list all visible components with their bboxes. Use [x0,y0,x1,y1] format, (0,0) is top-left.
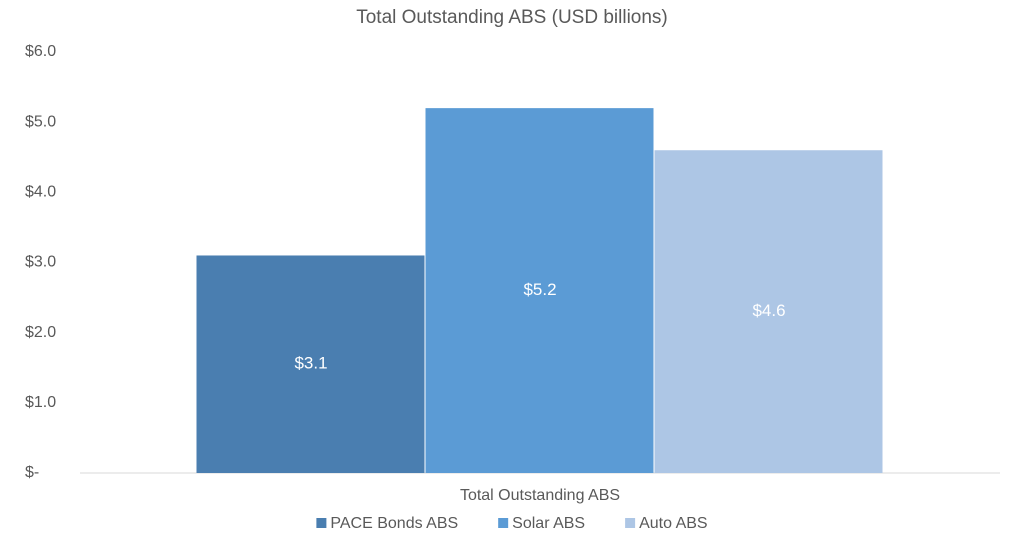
legend-label: Auto ABS [639,515,708,532]
y-tick-label: $6.0 [25,43,56,60]
legend-swatch [625,518,636,528]
value-label: $5.2 [523,280,556,299]
y-tick-label: $3.0 [25,254,56,271]
y-tick-label: $- [25,464,39,481]
y-tick-label: $1.0 [25,394,56,411]
bar [654,150,883,473]
y-tick-label: $4.0 [25,184,56,201]
x-tick-label: Total Outstanding ABS [460,487,620,504]
legend-label: PACE Bonds ABS [330,515,458,532]
value-label: $3.1 [294,354,327,373]
bar [196,255,425,473]
legend-swatch [498,518,509,528]
bar [425,108,654,473]
y-tick-label: $5.0 [25,113,56,130]
chart-title: Total Outstanding ABS (USD billions) [356,7,668,28]
y-tick-label: $2.0 [25,324,56,341]
legend-swatch [316,518,327,528]
legend-label: Solar ABS [512,515,585,532]
value-label: $4.6 [752,301,785,320]
